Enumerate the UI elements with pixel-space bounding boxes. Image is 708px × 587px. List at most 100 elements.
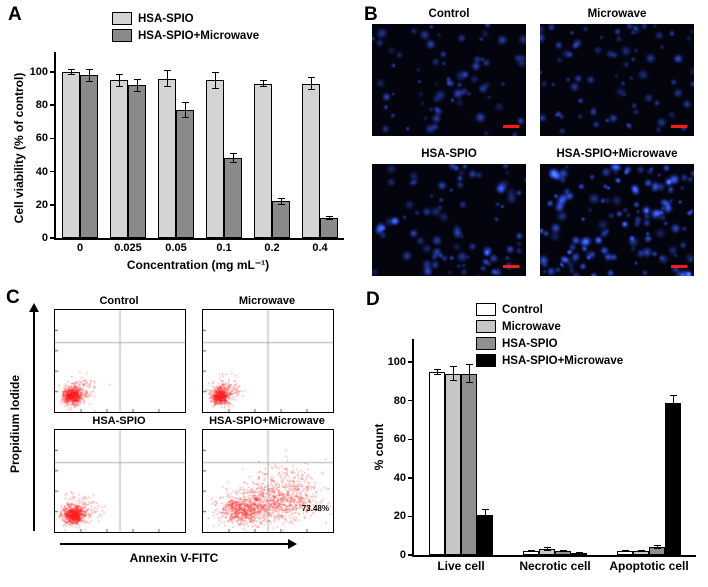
x-category-label: Live cell [437, 559, 485, 573]
error-bar-cap [211, 71, 219, 73]
legend-entry: HSA-SPIO+Microwave [112, 27, 259, 44]
error-bar-cap [465, 364, 473, 366]
bar [80, 75, 98, 238]
error-bar [310, 76, 312, 91]
error-bar-cap [653, 545, 661, 547]
y-axis-arrow-line [33, 311, 35, 531]
y-tick-label: 0 [41, 232, 48, 244]
flow-title-hsa-spio-microwave: HSA-SPIO+Microwave [209, 415, 325, 427]
panel-c-y-axis-title: Propidium Iodide [8, 375, 22, 473]
panel-a: A HSA-SPIO HSA-SPIO+Microwave Cell viabil… [0, 0, 356, 285]
legend-swatch [476, 337, 496, 350]
flow-scatter [55, 310, 185, 412]
bar [461, 373, 477, 555]
error-bar-cap [559, 550, 567, 552]
error-bar-cap [621, 551, 629, 553]
scale-bar [503, 265, 519, 268]
quadrant-percentage-label: 73.48% [301, 504, 329, 513]
error-bar-cap [325, 218, 333, 220]
error-bar-cap [229, 162, 237, 164]
bar [272, 201, 290, 238]
panel-label-b: B [364, 4, 378, 25]
y-tick-label: 40 [393, 471, 406, 484]
bar [320, 218, 338, 238]
error-bar-cap [67, 74, 75, 76]
panel-label-a: A [8, 4, 22, 25]
flow-plot-microwave [202, 309, 334, 413]
error-bar [166, 70, 168, 87]
error-bar [184, 101, 186, 119]
y-tick-label: 80 [393, 394, 406, 407]
bar [429, 371, 445, 555]
y-tick-label: 100 [29, 65, 48, 78]
error-bar-cap [325, 216, 333, 218]
error-bar-cap [543, 550, 551, 552]
micrograph-title-hsa-spio-microwave: HSA-SPIO+Microwave [556, 148, 678, 160]
legend-swatch [476, 320, 496, 333]
error-bar-cap [669, 394, 677, 396]
error-bar-cap [527, 550, 535, 552]
bar [158, 78, 176, 238]
error-bar-cap [481, 519, 489, 521]
error-bar [136, 78, 138, 92]
error-bar-cap [669, 409, 677, 411]
error-bar-cap [67, 68, 75, 70]
error-bar-cap [449, 380, 457, 382]
error-bar-cap [433, 368, 441, 370]
legend-label: HSA-SPIO [138, 12, 194, 25]
error-bar-cap [465, 382, 473, 384]
flow-scatter [203, 430, 333, 532]
panel-label-d: D [366, 289, 380, 310]
y-tick-label: 40 [35, 165, 48, 178]
flow-plot-hsa-spio [54, 429, 186, 533]
x-category-label: 0.1 [216, 242, 232, 254]
error-bar [280, 198, 282, 205]
legend-swatch [476, 303, 496, 316]
legend-swatch [112, 12, 132, 25]
flow-plot-control [54, 309, 186, 413]
error-bar [118, 73, 120, 87]
bar [224, 158, 242, 238]
error-bar-cap [543, 547, 551, 549]
panel-a-x-axis-title: Concentration (mg mL⁻¹) [126, 258, 270, 272]
legend-label: HSA-SPIO [502, 337, 558, 350]
error-bar [262, 80, 264, 87]
error-bar-cap [163, 70, 171, 72]
error-bar-cap [637, 550, 645, 552]
y-tick-label: 60 [35, 132, 48, 145]
micrograph-title-hsa-spio: HSA-SPIO [421, 148, 477, 160]
error-bar [70, 68, 72, 76]
legend-entry: HSA-SPIO+Microwave [476, 352, 623, 369]
micrograph-microwave [540, 24, 694, 136]
error-bar [214, 71, 216, 89]
error-bar [672, 394, 674, 411]
legend-entry: Control [476, 301, 623, 318]
bar [477, 514, 493, 555]
error-bar-cap [181, 101, 189, 103]
y-tick-mark [408, 361, 414, 363]
y-tick-mark [408, 477, 414, 479]
error-bar-cap [277, 198, 285, 200]
error-bar-cap [449, 366, 457, 367]
error-bar [468, 364, 470, 384]
error-bar-cap [307, 89, 315, 91]
scale-bar [671, 125, 687, 128]
error-bar-cap [575, 553, 583, 555]
x-category-label: 0 [76, 242, 84, 254]
legend-entry: HSA-SPIO [112, 10, 259, 27]
x-axis-arrow-line [60, 543, 288, 545]
flow-scatter [203, 310, 333, 412]
x-category-label: 0.2 [264, 242, 280, 254]
y-axis-arrowhead-icon [29, 303, 39, 312]
bar [176, 110, 194, 238]
y-tick-mark [408, 515, 414, 518]
error-bar-cap [307, 76, 315, 78]
x-category-label: Necrotic cell [519, 559, 591, 573]
legend-label: Microwave [502, 320, 561, 333]
y-tick-mark [50, 170, 56, 173]
error-bar-cap [85, 68, 93, 70]
legend-entry: HSA-SPIO [476, 335, 623, 352]
panel-c-x-axis-title: Annexin V-FITC [129, 551, 219, 565]
panel-label-c: C [6, 287, 20, 308]
flow-title-hsa-spio: HSA-SPIO [92, 415, 146, 427]
